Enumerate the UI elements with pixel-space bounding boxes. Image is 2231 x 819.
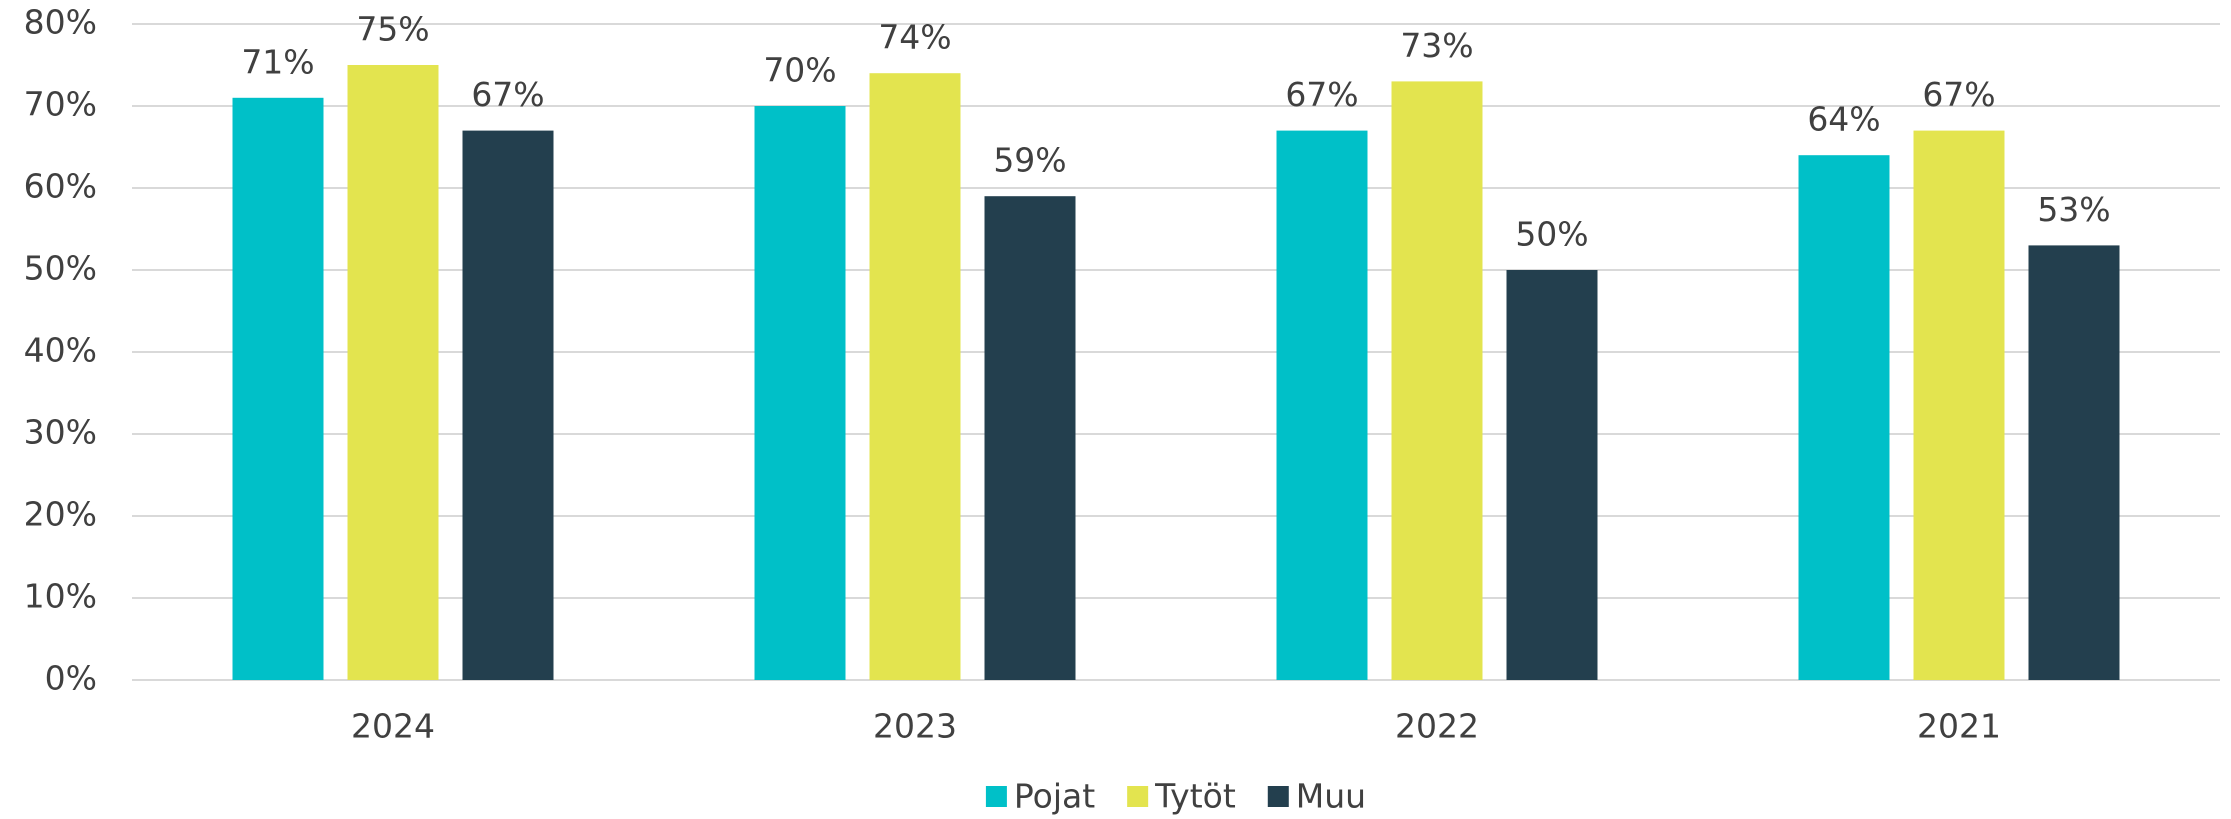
bar	[1913, 130, 2005, 681]
x-tick-label: 2022	[1395, 707, 1479, 746]
bar	[984, 196, 1076, 680]
legend-label: Pojat	[1014, 777, 1095, 816]
bar	[347, 65, 439, 680]
y-tick-label: 60%	[24, 167, 97, 206]
data-label: 71%	[241, 42, 314, 81]
x-tick-label: 2021	[1917, 707, 2001, 746]
data-label: 59%	[993, 141, 1066, 180]
y-tick-label: 50%	[24, 249, 97, 288]
bar	[462, 130, 554, 681]
legend-label: Muu	[1296, 777, 1366, 816]
y-tick-label: 20%	[24, 495, 97, 534]
legend-swatch	[1127, 786, 1149, 807]
y-tick-label: 70%	[24, 85, 97, 124]
bar	[869, 73, 961, 680]
data-label: 67%	[1922, 75, 1995, 114]
x-tick-label: 2023	[873, 707, 957, 746]
data-label: 50%	[1515, 215, 1588, 254]
bar	[1391, 81, 1483, 680]
data-label: 64%	[1807, 100, 1880, 139]
legend-swatch	[1267, 786, 1289, 807]
bar	[1276, 130, 1368, 681]
x-tick-label: 2024	[351, 707, 435, 746]
legend-swatch	[985, 786, 1007, 807]
legend: Pojat Tytöt Muu	[985, 777, 1366, 816]
bar	[2028, 245, 2120, 680]
y-tick-label: 40%	[24, 331, 97, 370]
data-label: 74%	[878, 18, 951, 57]
bar	[1798, 155, 1890, 680]
y-tick-label: 80%	[24, 3, 97, 42]
y-tick-label: 30%	[24, 413, 97, 452]
data-label: 70%	[763, 51, 836, 90]
y-tick-label: 0%	[45, 659, 97, 698]
data-label: 67%	[471, 75, 544, 114]
data-label: 67%	[1285, 75, 1358, 114]
data-label: 53%	[2037, 190, 2110, 229]
legend-label: Tytöt	[1154, 777, 1236, 816]
bar	[232, 97, 324, 681]
data-label: 75%	[356, 10, 429, 49]
y-tick-label: 10%	[24, 577, 97, 616]
bar	[1506, 270, 1598, 680]
data-label: 73%	[1400, 26, 1473, 65]
bar	[754, 106, 846, 680]
